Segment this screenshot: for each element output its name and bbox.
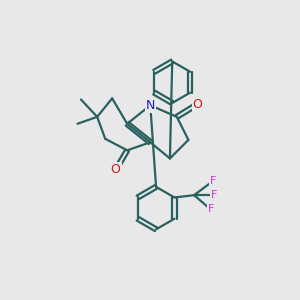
Text: F: F [208,205,214,214]
Text: F: F [209,176,216,186]
Text: N: N [146,99,155,112]
Text: F: F [211,190,217,200]
Text: O: O [193,98,202,111]
Text: O: O [111,164,121,176]
